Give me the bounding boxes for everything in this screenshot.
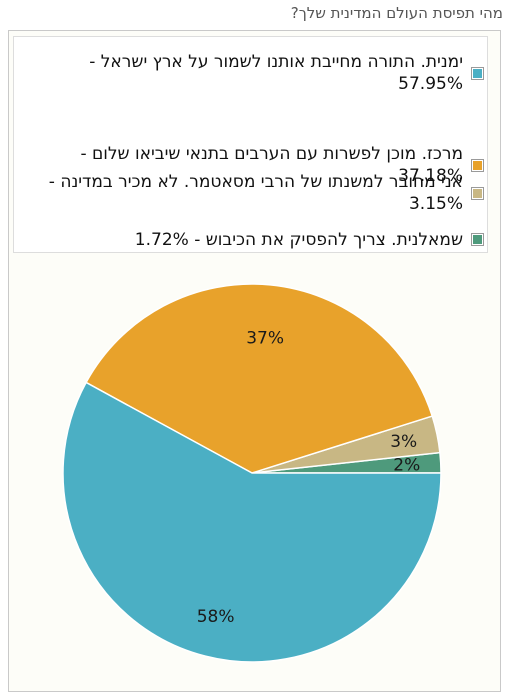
legend-label: מרכז. מוכן לפשרות עם הערבים בתנאי שיביאו… bbox=[80, 144, 463, 186]
question-title: מהי תפיסת העולם המדינית שלך? bbox=[290, 4, 503, 22]
legend-label: שמאלנית. צריך להפסיק את הכיבוש - 1.72% bbox=[134, 230, 463, 250]
slice-value-label: 2% bbox=[393, 456, 420, 476]
legend: ימנית. התורה מחייבת אותנו לשמור על ארץ י… bbox=[13, 36, 488, 253]
legend-swatch bbox=[471, 187, 484, 200]
legend-swatch bbox=[471, 67, 484, 80]
pie-slice[interactable] bbox=[62, 381, 442, 663]
slice-value-label: 58% bbox=[197, 607, 235, 627]
slice-value-label: 3% bbox=[390, 432, 417, 452]
slice-value-label: 37% bbox=[246, 329, 284, 349]
pie-slice[interactable] bbox=[85, 283, 434, 474]
legend-swatch bbox=[471, 159, 484, 172]
legend-swatch bbox=[471, 233, 484, 246]
legend-label: ימנית. התורה מחייבת אותנו לשמור על ארץ י… bbox=[89, 52, 463, 94]
legend-label: אני מחובר למשנתו של הרבי מסאטמר. לא מכיר… bbox=[48, 172, 463, 214]
